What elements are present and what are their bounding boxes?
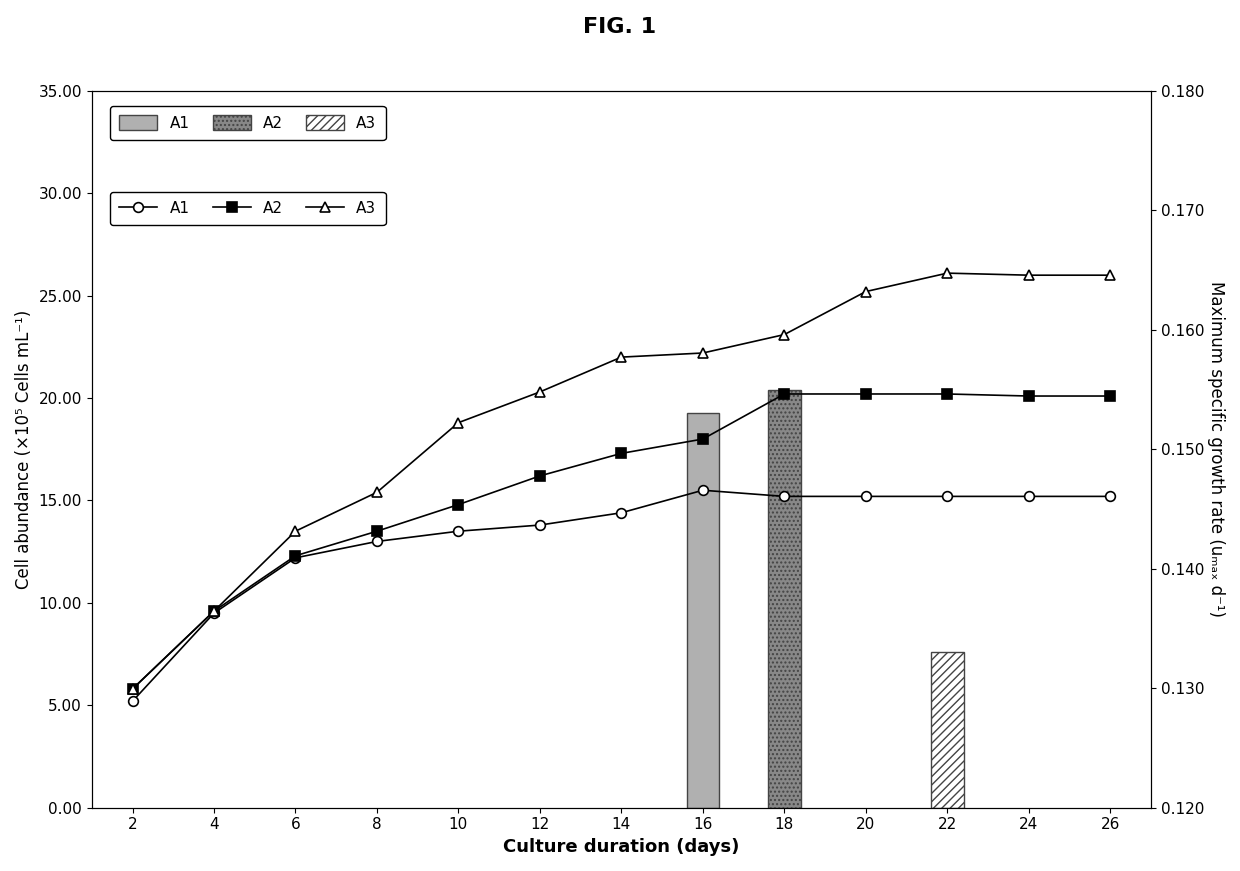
Y-axis label: Cell abundance (×10⁵ Cells mL⁻¹): Cell abundance (×10⁵ Cells mL⁻¹) — [15, 310, 33, 589]
Bar — [687, 414, 719, 807]
Text: FIG. 1: FIG. 1 — [584, 17, 656, 37]
Bar — [768, 389, 801, 807]
Y-axis label: Maximum specific growth rate (uₘₐₓ d⁻¹): Maximum specific growth rate (uₘₐₓ d⁻¹) — [1207, 281, 1225, 618]
Legend: A1, A2, A3: A1, A2, A3 — [110, 192, 386, 225]
X-axis label: Culture duration (days): Culture duration (days) — [503, 838, 739, 856]
Bar — [931, 652, 963, 807]
